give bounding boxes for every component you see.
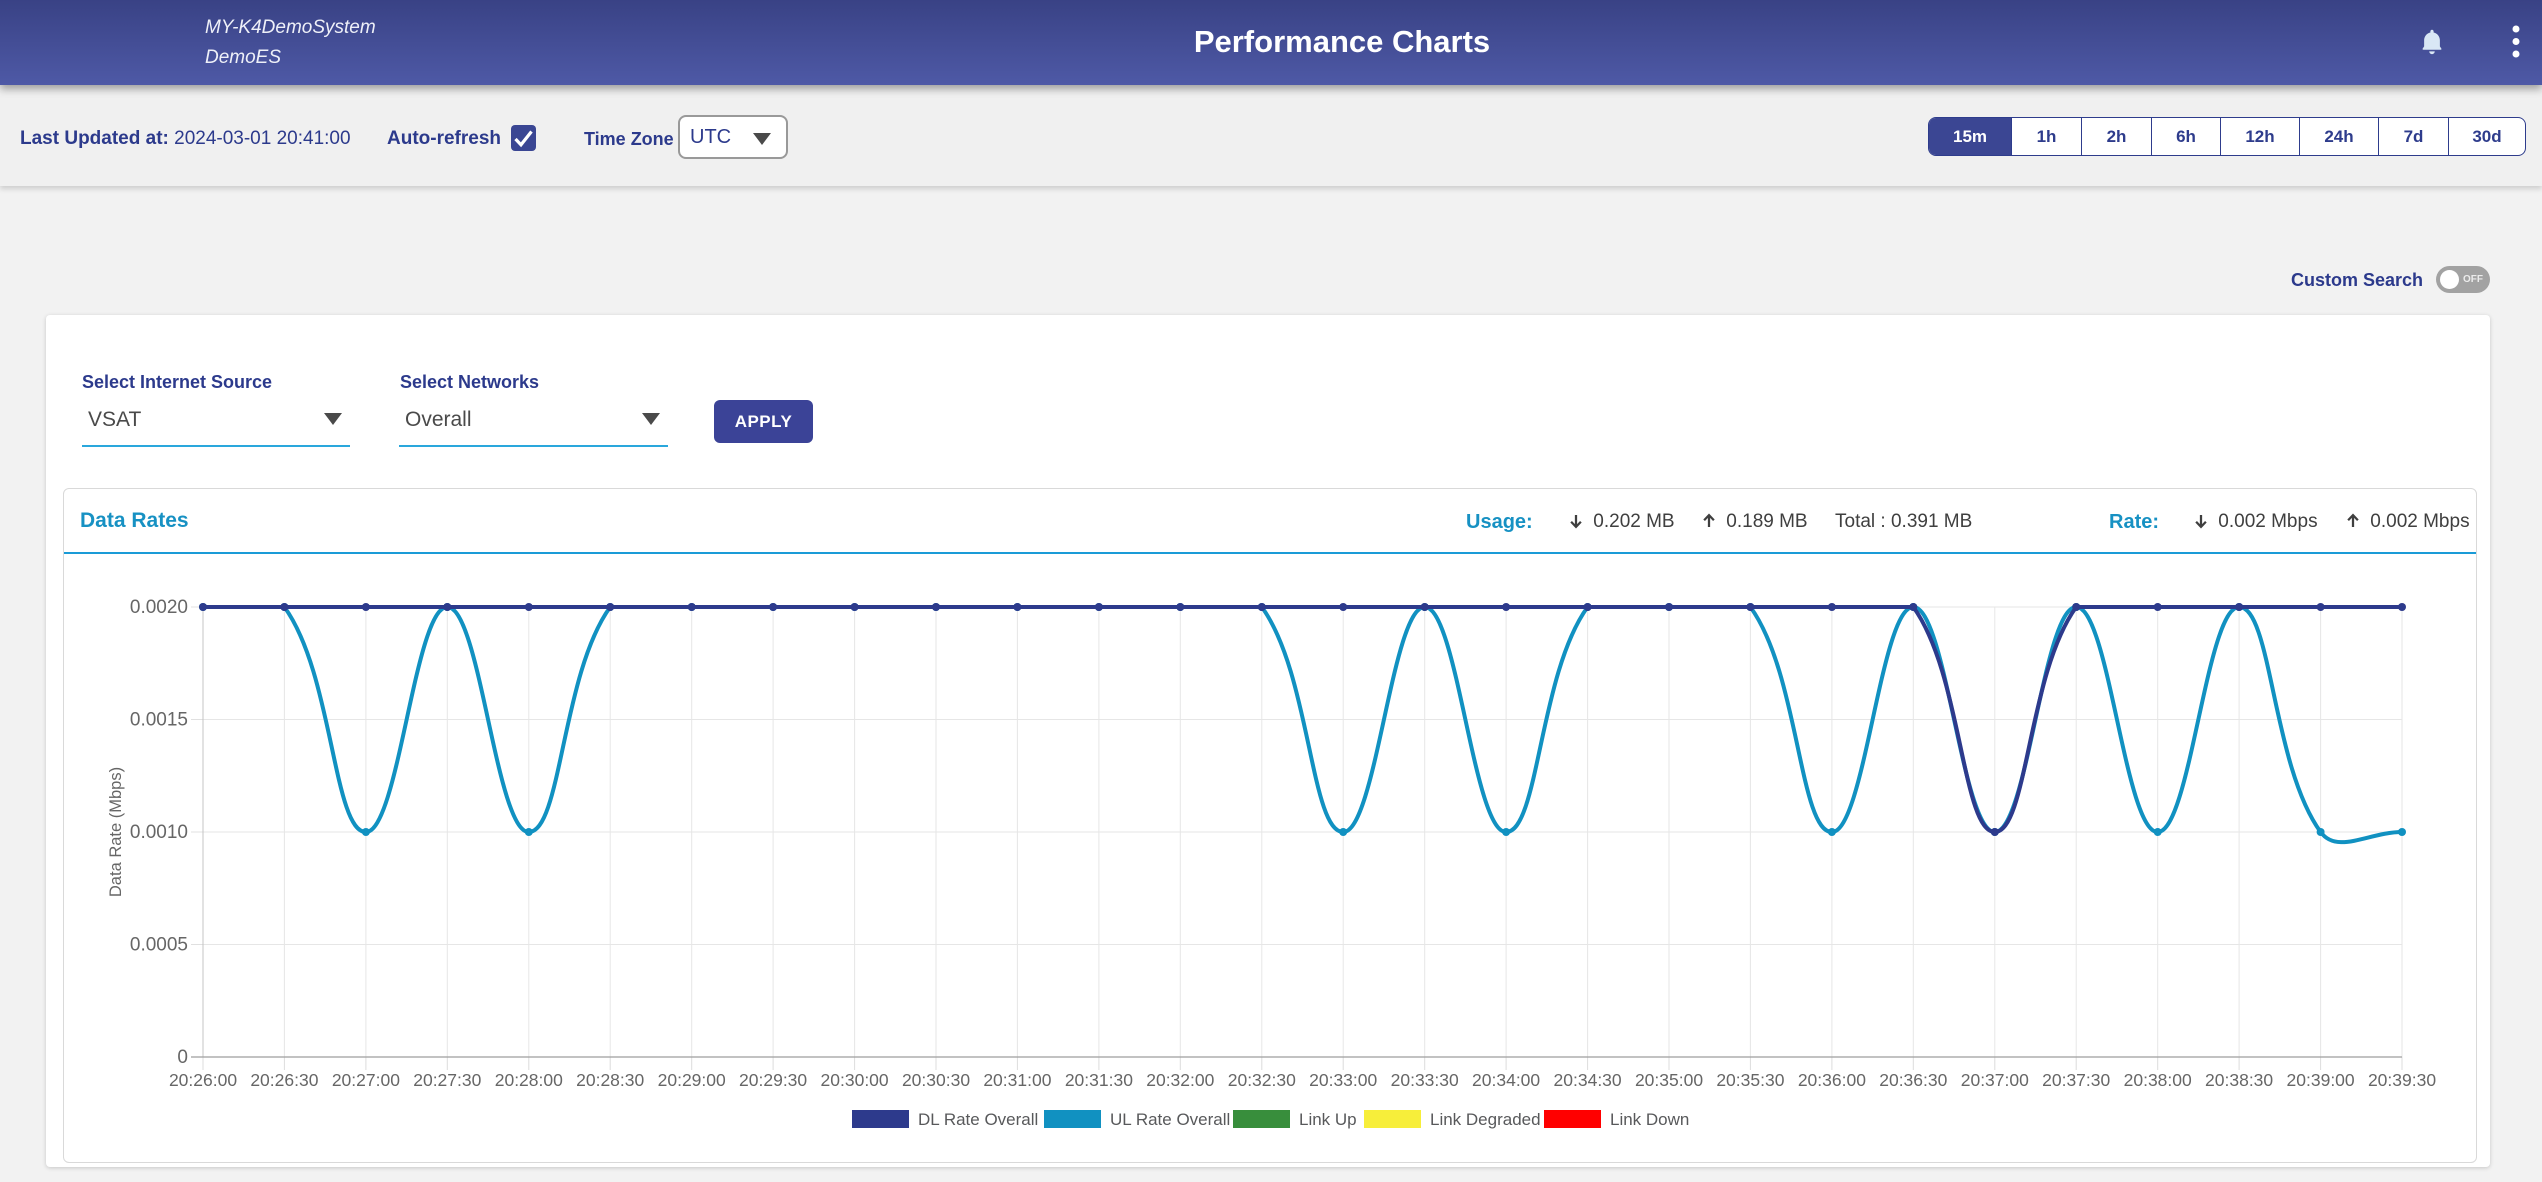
svg-text:DL Rate Overall: DL Rate Overall [918, 1110, 1038, 1129]
svg-text:20:29:00: 20:29:00 [658, 1070, 726, 1090]
svg-text:20:32:00: 20:32:00 [1146, 1070, 1214, 1090]
svg-text:20:38:00: 20:38:00 [2124, 1070, 2192, 1090]
svg-text:20:30:30: 20:30:30 [902, 1070, 970, 1090]
svg-text:Link Down: Link Down [1610, 1110, 1689, 1129]
svg-text:20:31:00: 20:31:00 [983, 1070, 1051, 1090]
svg-text:Data Rate (Mbps): Data Rate (Mbps) [107, 767, 125, 897]
svg-text:0: 0 [177, 1047, 188, 1068]
svg-text:UL Rate Overall: UL Rate Overall [1110, 1110, 1230, 1129]
svg-text:20:26:30: 20:26:30 [250, 1070, 318, 1090]
svg-text:20:33:30: 20:33:30 [1391, 1070, 1459, 1090]
svg-text:20:35:30: 20:35:30 [1716, 1070, 1784, 1090]
svg-text:0.0020: 0.0020 [130, 597, 188, 618]
svg-text:20:38:30: 20:38:30 [2205, 1070, 2273, 1090]
svg-text:20:28:00: 20:28:00 [495, 1070, 563, 1090]
svg-text:0.0005: 0.0005 [130, 935, 188, 956]
svg-text:20:27:00: 20:27:00 [332, 1070, 400, 1090]
svg-text:20:39:00: 20:39:00 [2287, 1070, 2355, 1090]
svg-text:Link Degraded: Link Degraded [1430, 1110, 1541, 1129]
svg-text:0.0015: 0.0015 [130, 710, 188, 731]
svg-text:20:36:00: 20:36:00 [1798, 1070, 1866, 1090]
svg-text:20:28:30: 20:28:30 [576, 1070, 644, 1090]
svg-text:20:30:00: 20:30:00 [821, 1070, 889, 1090]
svg-text:0.0010: 0.0010 [130, 822, 188, 843]
svg-text:20:39:30: 20:39:30 [2368, 1070, 2436, 1090]
svg-text:20:33:00: 20:33:00 [1309, 1070, 1377, 1090]
svg-text:20:26:00: 20:26:00 [169, 1070, 237, 1090]
svg-text:20:34:30: 20:34:30 [1554, 1070, 1622, 1090]
svg-text:20:27:30: 20:27:30 [413, 1070, 481, 1090]
svg-text:Link Up: Link Up [1299, 1110, 1357, 1129]
svg-text:20:37:00: 20:37:00 [1961, 1070, 2029, 1090]
svg-text:20:32:30: 20:32:30 [1228, 1070, 1296, 1090]
svg-text:20:35:00: 20:35:00 [1635, 1070, 1703, 1090]
svg-text:20:34:00: 20:34:00 [1472, 1070, 1540, 1090]
svg-text:20:31:30: 20:31:30 [1065, 1070, 1133, 1090]
svg-text:20:36:30: 20:36:30 [1879, 1070, 1947, 1090]
svg-text:20:37:30: 20:37:30 [2042, 1070, 2110, 1090]
svg-text:20:29:30: 20:29:30 [739, 1070, 807, 1090]
